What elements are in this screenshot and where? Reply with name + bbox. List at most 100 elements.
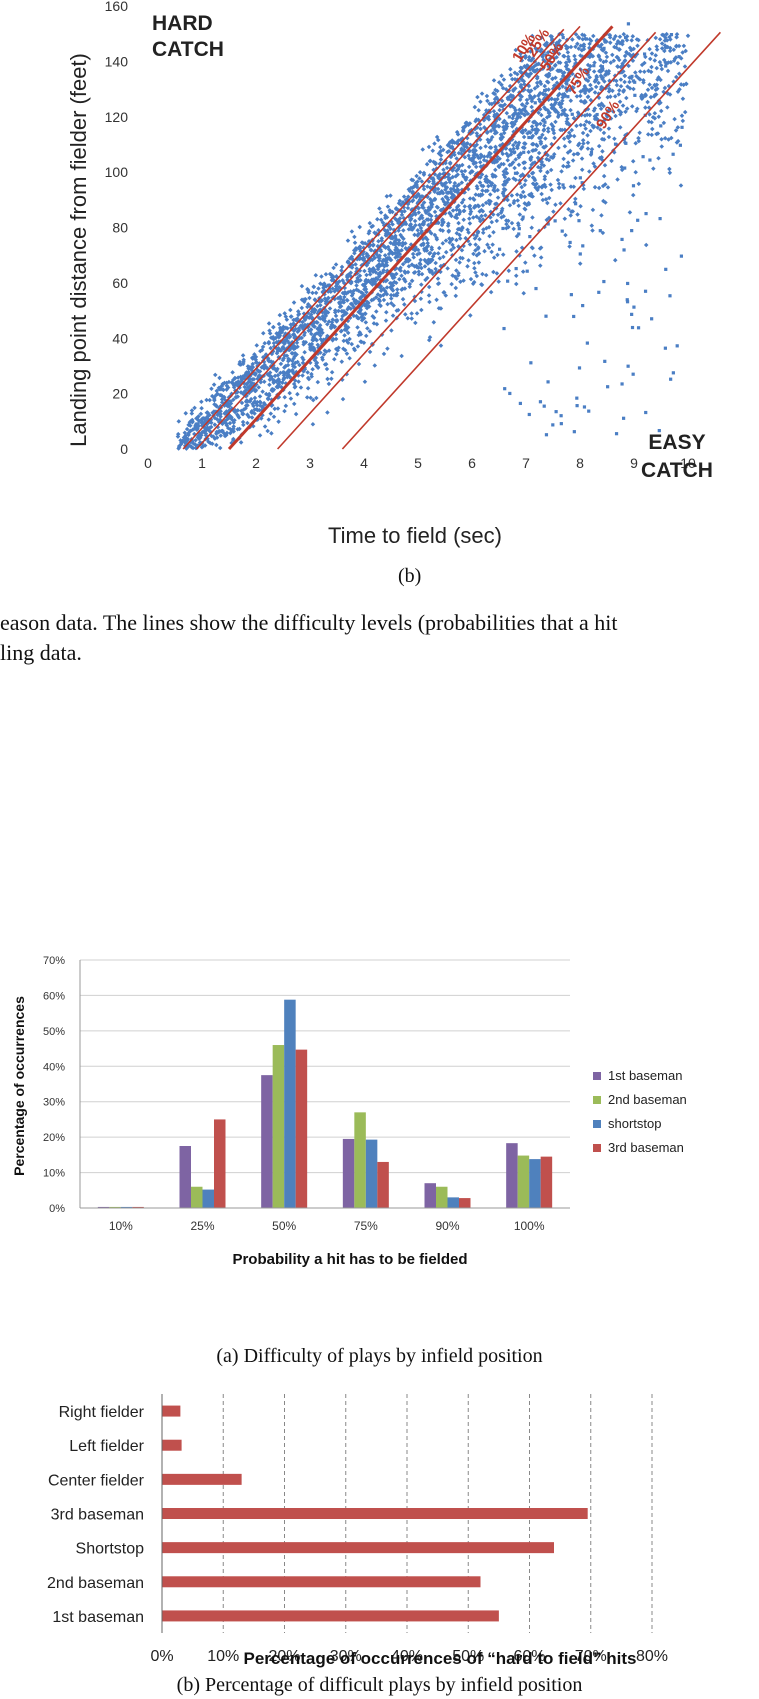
scatter-point bbox=[642, 69, 647, 74]
scatter-point bbox=[438, 306, 444, 311]
scatter-point bbox=[476, 107, 481, 113]
legend-swatch bbox=[593, 1120, 601, 1128]
scatter-point bbox=[267, 377, 273, 382]
scatter-point bbox=[296, 312, 301, 318]
scatter-point bbox=[590, 207, 596, 213]
scatter-point bbox=[659, 66, 665, 72]
scatter-point bbox=[593, 84, 599, 90]
scatter-point bbox=[197, 434, 202, 440]
hbar-chart-x-tick-label: 20% bbox=[268, 1648, 300, 1665]
scatter-point bbox=[436, 151, 442, 156]
scatter-point bbox=[581, 141, 586, 146]
scatter-point bbox=[503, 183, 507, 187]
scatter-point bbox=[505, 157, 510, 163]
scatter-point bbox=[674, 43, 679, 49]
scatter-point bbox=[566, 95, 570, 99]
scatter-point bbox=[412, 270, 418, 275]
scatter-point bbox=[678, 143, 683, 147]
scatter-point bbox=[480, 192, 485, 197]
scatter-point bbox=[527, 412, 531, 417]
scatter-point bbox=[340, 313, 345, 319]
scatter-point bbox=[209, 386, 214, 392]
scatter-point bbox=[514, 281, 519, 287]
scatter-point bbox=[339, 268, 344, 273]
scatter-point bbox=[538, 263, 543, 268]
scatter-point bbox=[472, 104, 478, 110]
scatter-point bbox=[364, 305, 370, 311]
scatter-point bbox=[658, 108, 664, 114]
scatter-point bbox=[565, 160, 571, 165]
scatter-x-axis-label: Time to field (sec) bbox=[328, 523, 502, 548]
scatter-point bbox=[193, 423, 198, 429]
scatter-point bbox=[285, 374, 290, 380]
bar-chart-subcaption: (a) Difficulty of plays by infield posit… bbox=[216, 1345, 543, 1367]
scatter-point bbox=[523, 178, 528, 183]
scatter-point bbox=[334, 351, 339, 357]
scatter-point bbox=[681, 43, 687, 49]
scatter-point bbox=[672, 116, 677, 122]
scatter-point bbox=[626, 364, 630, 368]
hbar-chart-axes: 0% 10% 20% 30% 40% 50% 60% 70% 80% Right fielder L… bbox=[47, 1394, 668, 1665]
scatter-point bbox=[300, 373, 305, 378]
scatter-point bbox=[435, 276, 441, 281]
scatter-point bbox=[184, 426, 190, 432]
scatter-point bbox=[636, 326, 641, 330]
scatter-point bbox=[520, 269, 526, 274]
scatter-point bbox=[305, 386, 311, 391]
scatter-point bbox=[353, 301, 359, 306]
scatter-point bbox=[435, 281, 441, 287]
scatter-point bbox=[479, 183, 484, 188]
scatter-point bbox=[331, 274, 336, 279]
scatter-point bbox=[541, 123, 547, 128]
scatter-point bbox=[418, 225, 424, 231]
scatter-point bbox=[499, 98, 505, 104]
scatter-point bbox=[599, 213, 604, 218]
scatter-point bbox=[606, 385, 610, 389]
scatter-point bbox=[342, 333, 347, 338]
scatter-point bbox=[340, 396, 346, 402]
scatter-point bbox=[322, 362, 328, 367]
scatter-point bbox=[275, 372, 281, 378]
hbar bbox=[162, 1405, 181, 1417]
scatter-point bbox=[271, 324, 276, 330]
scatter-y-tick-label: 40 bbox=[112, 330, 128, 346]
scatter-point bbox=[282, 395, 287, 400]
scatter-point bbox=[363, 320, 369, 325]
scatter-point bbox=[648, 94, 654, 100]
hbar-chart-x-tick-label: 80% bbox=[636, 1648, 668, 1665]
scatter-point bbox=[482, 248, 487, 254]
scatter-point bbox=[293, 326, 298, 332]
scatter-point bbox=[647, 46, 652, 52]
scatter-point bbox=[290, 363, 296, 369]
scatter-point bbox=[581, 186, 587, 192]
scatter-point bbox=[315, 379, 321, 385]
scatter-point bbox=[471, 205, 477, 210]
scatter-point bbox=[196, 414, 201, 419]
scatter-point bbox=[218, 385, 223, 391]
scatter-point bbox=[189, 417, 195, 423]
scatter-point bbox=[588, 128, 593, 134]
scatter-point bbox=[463, 141, 469, 147]
scatter-point bbox=[569, 293, 573, 297]
scatter-point bbox=[528, 235, 532, 239]
scatter-point bbox=[345, 238, 351, 243]
bar bbox=[179, 1146, 191, 1208]
scatter-point bbox=[295, 391, 300, 397]
scatter-point bbox=[631, 79, 636, 83]
scatter-point bbox=[374, 309, 379, 314]
scatter-point bbox=[637, 69, 643, 74]
scatter-point bbox=[355, 344, 361, 349]
scatter-point bbox=[328, 325, 334, 331]
scatter-point bbox=[495, 252, 500, 258]
scatter-point bbox=[379, 262, 385, 268]
scatter-point bbox=[631, 184, 636, 188]
scatter-point bbox=[278, 370, 283, 376]
scatter-point bbox=[342, 294, 347, 300]
scatter-point bbox=[511, 146, 516, 152]
scatter-point bbox=[623, 166, 627, 170]
scatter-point bbox=[300, 319, 305, 325]
scatter-point bbox=[567, 244, 572, 249]
bar bbox=[261, 1075, 273, 1208]
scatter-point bbox=[487, 233, 492, 239]
scatter-point bbox=[374, 321, 380, 327]
